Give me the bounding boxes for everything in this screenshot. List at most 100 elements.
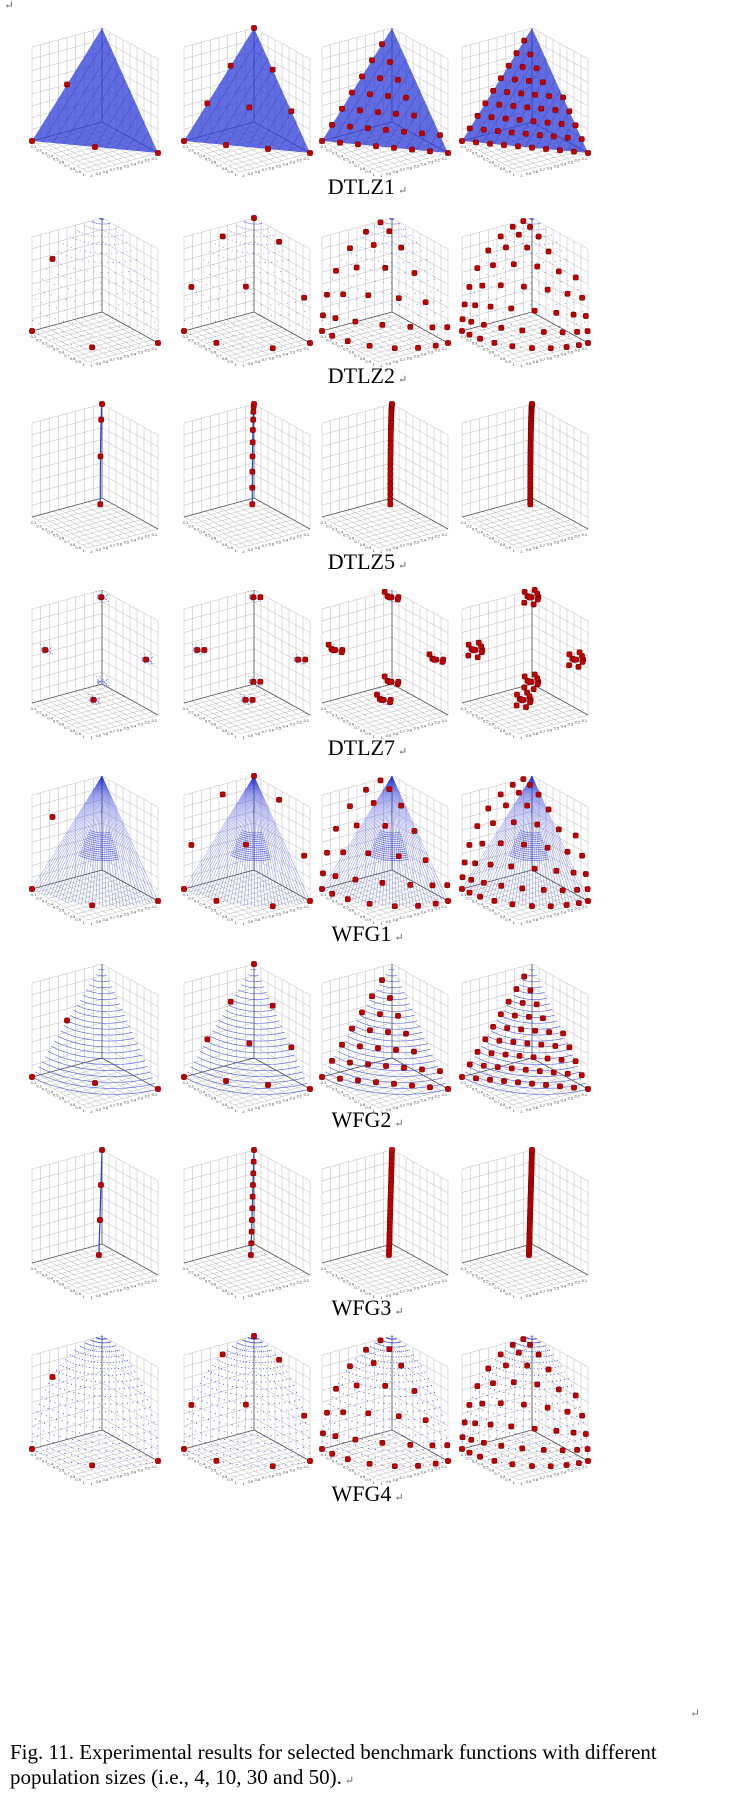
panel-label: WFG1 ↵ [0,922,735,950]
grid-lines [183,589,311,735]
population-point [249,453,256,460]
population-point [563,902,570,908]
population-point [353,1382,360,1389]
tick-label: 0.2 [326,709,332,714]
tick-label: 0.6 [117,165,123,170]
tick-label: 0.5 [53,347,59,352]
tick-label: 0.5 [276,911,282,916]
tick-label: 0.7 [262,1103,268,1108]
tick-label: 0.1 [442,1092,448,1097]
population-point [49,814,56,820]
tick-label: 1 [380,173,383,178]
grid-lines [183,217,311,363]
tick-label: 0.1 [152,1464,158,1469]
tick-label: 0.3 [332,898,338,903]
population-point [496,101,503,108]
tick-label: 0.5 [343,905,349,910]
tick-label: 0.3 [138,160,144,165]
tick-label: 0.4 [561,537,567,542]
tick-label: 0.9 [248,733,254,738]
population-point [521,589,528,595]
tick-label: 0.4 [283,1283,289,1288]
population-point [538,1041,545,1048]
tick-label: 0.4 [337,902,343,907]
population-point [516,117,523,123]
tick-label: 0.8 [533,917,539,922]
population-point [461,301,468,308]
grid-lines [321,1335,449,1481]
tick-label: 0.2 [36,895,42,900]
tick-label: 0.2 [466,523,472,528]
population-point [516,1053,523,1059]
tick-label: 0.2 [466,709,472,714]
population-point [519,885,526,892]
tick-label: 0.3 [568,1096,574,1101]
tick-label: 0.3 [138,908,144,913]
population-point [365,850,372,857]
population-point [365,1061,371,1068]
tick-label: 0.2 [326,337,332,342]
tick-label: 0.7 [494,353,500,358]
population-point [536,132,543,138]
population-point [535,1351,542,1358]
population-point [29,1446,35,1452]
tick-label: 0.5 [205,1465,211,1470]
population-points [319,777,451,910]
tick-label: 0.3 [194,340,200,345]
paragraph-mark: ↵ [397,746,408,758]
population-point [49,256,56,262]
tick-label: 0.1 [152,718,158,723]
tick-label: 0.3 [472,150,478,155]
subplot-wfg1-50: 0.10.10.20.20.30.30.40.40.50.50.60.60.70… [459,775,591,926]
tick-label: 0.9 [526,1293,532,1298]
tick-label: 0.4 [199,344,205,349]
population-point [585,898,591,904]
tick-label: 0.9 [386,361,392,366]
tick-label: 0.4 [199,716,205,721]
population-point [249,439,256,446]
population-point [445,898,451,904]
population-point [276,238,282,245]
population-point [512,76,518,83]
tick-label: 0.9 [248,547,254,552]
tick-label: 0.1 [183,892,189,897]
population-point [248,1240,255,1247]
panel-label-text: DTLZ1 [327,174,395,199]
population-point [97,501,104,508]
tick-label: 0.2 [145,158,151,163]
population-point [570,311,577,318]
tick-label: 0.5 [343,533,349,538]
tick-label: 0.3 [290,722,296,727]
population-point [574,1447,580,1453]
tick-label: 0.7 [216,353,222,358]
population-point [585,150,591,156]
tick-label: 0.1 [321,334,327,339]
population-points [181,25,313,156]
population-point [482,100,489,107]
tick-label: 0.1 [304,156,310,161]
tick-label: 0.6 [117,1287,123,1292]
population-point [246,1040,253,1047]
tick-label: 0.6 [211,1096,217,1101]
population-point [487,861,494,868]
tick-label: 0.3 [472,1086,478,1091]
population-point [227,62,234,69]
tick-label: 0.5 [53,905,59,910]
population-point [466,842,473,848]
population-points [319,219,451,352]
tick-label: 0.5 [343,719,349,724]
tick-label: 0.7 [262,357,268,362]
population-point [194,647,201,653]
population-point [459,874,466,881]
population-point [557,147,563,154]
population-point [407,881,414,888]
tick-label: 0.7 [216,911,222,916]
population-point [529,1463,535,1469]
tick-label: 0.5 [483,157,489,162]
population-point [478,649,485,656]
tick-label: 0.7 [540,543,546,548]
population-point [497,840,504,847]
population-point [219,1351,226,1358]
population-point [558,121,565,127]
population-point [251,961,257,967]
